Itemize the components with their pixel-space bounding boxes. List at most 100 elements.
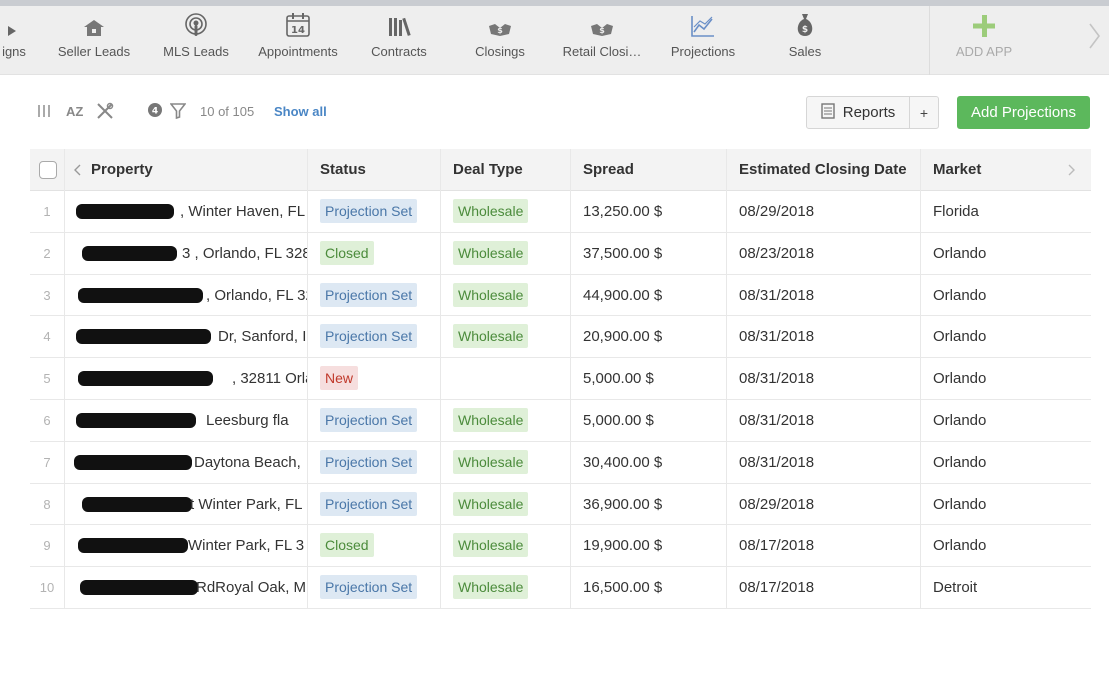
scroll-right-icon[interactable]	[1067, 149, 1075, 191]
toolbar: AZ 4 10 of 105 Show all Reports + Add Pr…	[0, 75, 1109, 149]
col-header-deal-type[interactable]: Deal Type	[453, 161, 523, 178]
col-header-estimated-closing-date[interactable]: Estimated Closing Date	[739, 161, 907, 178]
svg-text:$: $	[802, 25, 808, 35]
handshake-money-icon: $	[487, 6, 513, 38]
report-icon	[821, 102, 835, 123]
cell-spread: 5,000.00 $	[583, 411, 654, 429]
podcast-icon	[183, 6, 209, 38]
cell-market: Orlando	[933, 328, 987, 346]
cell-deal-type: Wholesale	[453, 442, 529, 484]
scroll-left-icon[interactable]	[74, 149, 82, 191]
cell-estimated-closing-date: 08/31/2018	[739, 453, 815, 471]
cell-estimated-closing-date: 08/17/2018	[739, 579, 815, 597]
sort-button[interactable]: AZ	[66, 104, 84, 119]
cell-spread: 37,500.00 $	[583, 244, 663, 262]
cell-status: Projection Set	[320, 442, 418, 484]
table-row[interactable]: 7 Daytona Beach, Projection Set Wholesale 30…	[30, 442, 1091, 484]
column-divider	[570, 149, 571, 609]
cell-status: Projection Set	[320, 191, 418, 233]
deal-type-badge: Wholesale	[453, 240, 529, 265]
plus-icon	[972, 6, 996, 38]
app-label: ADD APP	[955, 44, 1013, 59]
table-row[interactable]: 9 Winter Park, FL 3 Closed Wholesale 19,900.…	[30, 525, 1091, 568]
table-row[interactable]: 3 , Orlando, FL 32 Projection Set Wholesale…	[30, 275, 1091, 317]
deal-type-badge: Wholesale	[453, 282, 529, 307]
handshake-money-icon: $	[589, 6, 615, 38]
redaction-mark	[78, 538, 188, 554]
app-mls-leads[interactable]: MLS Leads	[156, 6, 236, 75]
table-row[interactable]: 8 t Winter Park, FL : Projection Set Wholes…	[30, 484, 1091, 526]
add-projections-button[interactable]: Add Projections	[957, 96, 1090, 129]
row-number: 9	[43, 538, 51, 554]
app-label: Appointments	[258, 44, 338, 59]
tools-icon[interactable]	[96, 102, 114, 125]
table-row[interactable]: 1 , Winter Haven, FL Projection Set Wholesa…	[30, 191, 1091, 233]
cell-spread: 16,500.00 $	[583, 579, 663, 597]
reports-label: Reports	[842, 104, 896, 121]
chevron-right-icon[interactable]	[1087, 22, 1101, 55]
add-app-button[interactable]: ADD APP	[944, 6, 1024, 75]
col-header-property[interactable]: Property	[91, 161, 153, 178]
filter-count-badge[interactable]: 4	[148, 103, 162, 122]
status-badge: Projection Set	[320, 282, 418, 307]
app-label: Sales	[788, 44, 822, 59]
cell-market: Orlando	[933, 495, 987, 513]
redaction-mark	[76, 329, 211, 345]
app-seller-leads[interactable]: Seller Leads	[54, 6, 134, 75]
app-contracts[interactable]: Contracts	[359, 6, 439, 75]
col-header-status[interactable]: Status	[320, 161, 366, 178]
cell-deal-type: Wholesale	[453, 191, 529, 233]
reports-button[interactable]: Reports	[806, 96, 910, 129]
col-header-market[interactable]: Market	[933, 161, 982, 178]
show-all-link[interactable]: Show all	[274, 104, 327, 119]
table-row[interactable]: 5 , 32811 Orlar New 5,000.00 $ 08/31/2018 Orl…	[30, 358, 1091, 400]
app-label: Seller Leads	[57, 44, 131, 59]
cell-status: Closed	[320, 233, 374, 275]
cell-spread: 20,900.00 $	[583, 328, 663, 346]
row-number: 3	[43, 287, 51, 303]
columns-icon[interactable]	[37, 104, 51, 123]
app-retail-closings[interactable]: $ Retail Closi…	[556, 6, 648, 75]
row-number: 8	[43, 496, 51, 512]
cell-market: Orlando	[933, 411, 987, 429]
cell-market: Orlando	[933, 286, 987, 304]
cell-status: Projection Set	[320, 275, 418, 317]
cell-spread: 44,900.00 $	[583, 286, 663, 304]
select-all-checkbox[interactable]	[39, 161, 57, 179]
app-campaigns[interactable]: igns	[0, 6, 34, 75]
cell-spread: 5,000.00 $	[583, 370, 654, 388]
column-divider	[440, 149, 441, 609]
deal-type-badge: Wholesale	[453, 533, 529, 558]
row-number: 7	[43, 454, 51, 470]
col-header-spread[interactable]: Spread	[583, 161, 634, 178]
cell-status: New	[320, 358, 359, 400]
deal-type-badge: Wholesale	[453, 324, 529, 349]
status-badge: Projection Set	[320, 324, 418, 349]
filter-icon[interactable]	[169, 103, 187, 124]
deal-type-badge: Wholesale	[453, 407, 529, 432]
app-label: Closings	[475, 44, 525, 59]
cell-estimated-closing-date: 08/29/2018	[739, 495, 815, 513]
row-number: 5	[43, 371, 51, 387]
row-number: 4	[43, 329, 51, 345]
cell-deal-type: Wholesale	[453, 233, 529, 275]
status-badge: Projection Set	[320, 575, 418, 600]
column-divider	[64, 149, 65, 609]
app-sales[interactable]: $ Sales	[765, 6, 845, 75]
app-projections[interactable]: Projections	[663, 6, 743, 75]
table-row[interactable]: 2 3 , Orlando, FL 3281 Closed Wholesale 37,5…	[30, 233, 1091, 275]
cell-spread: 36,900.00 $	[583, 495, 663, 513]
table-row[interactable]: 10 RdRoyal Oak, M Projection Set Wholesale 1…	[30, 567, 1091, 609]
app-closings[interactable]: $ Closings	[460, 6, 540, 75]
reports-add-button[interactable]: +	[909, 96, 939, 129]
app-appointments[interactable]: 14 Appointments	[252, 6, 344, 75]
deal-type-badge: Wholesale	[453, 449, 529, 474]
app-bar: igns Seller Leads MLS Leads 14 Appointme…	[0, 6, 1109, 75]
status-badge: New	[320, 366, 359, 391]
table-row[interactable]: 6 Leesburg fla Projection Set Wholesale 5,00…	[30, 400, 1091, 442]
table-row[interactable]: 4 Dr, Sanford, I Projection Set Wholesale 20…	[30, 316, 1091, 359]
column-divider	[307, 149, 308, 609]
house-money-icon	[82, 6, 106, 38]
cell-status: Closed	[320, 525, 374, 567]
cell-spread: 19,900.00 $	[583, 537, 663, 555]
